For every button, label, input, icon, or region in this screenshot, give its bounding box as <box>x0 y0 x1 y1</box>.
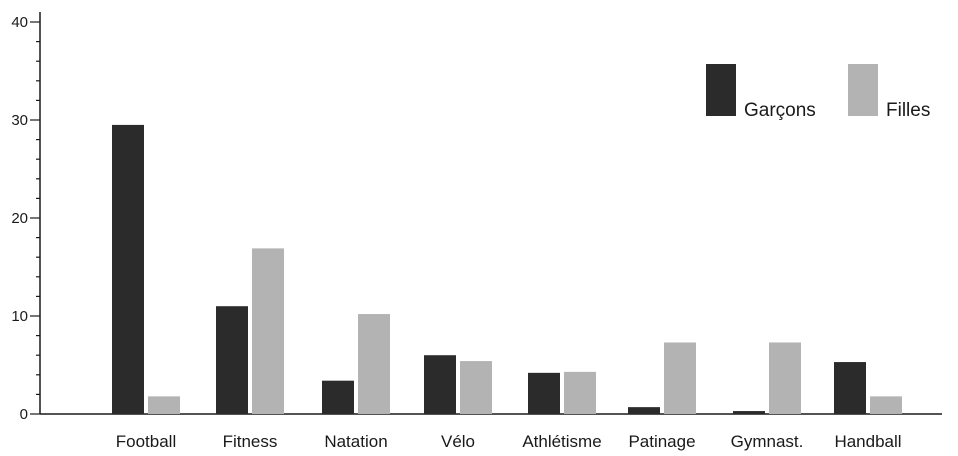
legend-label-filles: Filles <box>886 100 930 121</box>
bar-filles <box>460 361 492 414</box>
bar-filles <box>870 396 902 414</box>
bar-garcons <box>112 124 144 415</box>
category-label: Vélo <box>441 432 475 451</box>
bar-garcons <box>528 372 560 414</box>
category-label: Fitness <box>223 432 278 451</box>
category-label: Football <box>116 432 176 451</box>
bar-garcons <box>733 411 765 414</box>
category-label: Athlétisme <box>522 432 601 451</box>
y-tick-label: 10 <box>11 308 28 325</box>
category-labels: Football Fitness Natation Vélo Athlétisme Pat… <box>116 432 902 451</box>
bar-filles <box>564 371 596 414</box>
y-tick-label: 20 <box>11 210 28 227</box>
bar-garcons <box>216 306 248 414</box>
bars-group <box>112 124 902 415</box>
bar-filles <box>148 396 180 414</box>
bar-filles <box>769 342 801 414</box>
y-axis-ticks: 0 10 20 30 40 <box>11 14 40 423</box>
category-label: Natation <box>324 432 387 451</box>
y-tick-label: 0 <box>20 406 28 423</box>
legend-swatch-filles <box>848 64 878 116</box>
y-tick-label: 30 <box>11 112 28 129</box>
bar-garcons <box>424 355 456 414</box>
bar-garcons <box>834 362 866 414</box>
category-label: Handball <box>834 432 901 451</box>
legend-swatch-garcons <box>706 64 736 116</box>
y-tick-label: 40 <box>11 14 28 31</box>
bar-filles <box>664 342 696 414</box>
bar-garcons <box>322 380 354 414</box>
bar-filles <box>358 314 390 414</box>
bar-filles <box>252 248 284 414</box>
category-label: Patinage <box>628 432 695 451</box>
category-label: Gymnast. <box>731 432 804 451</box>
bar-garcons <box>628 407 660 414</box>
legend-label-garcons: Garçons <box>744 100 816 121</box>
legend: Garçons Filles <box>706 64 930 121</box>
